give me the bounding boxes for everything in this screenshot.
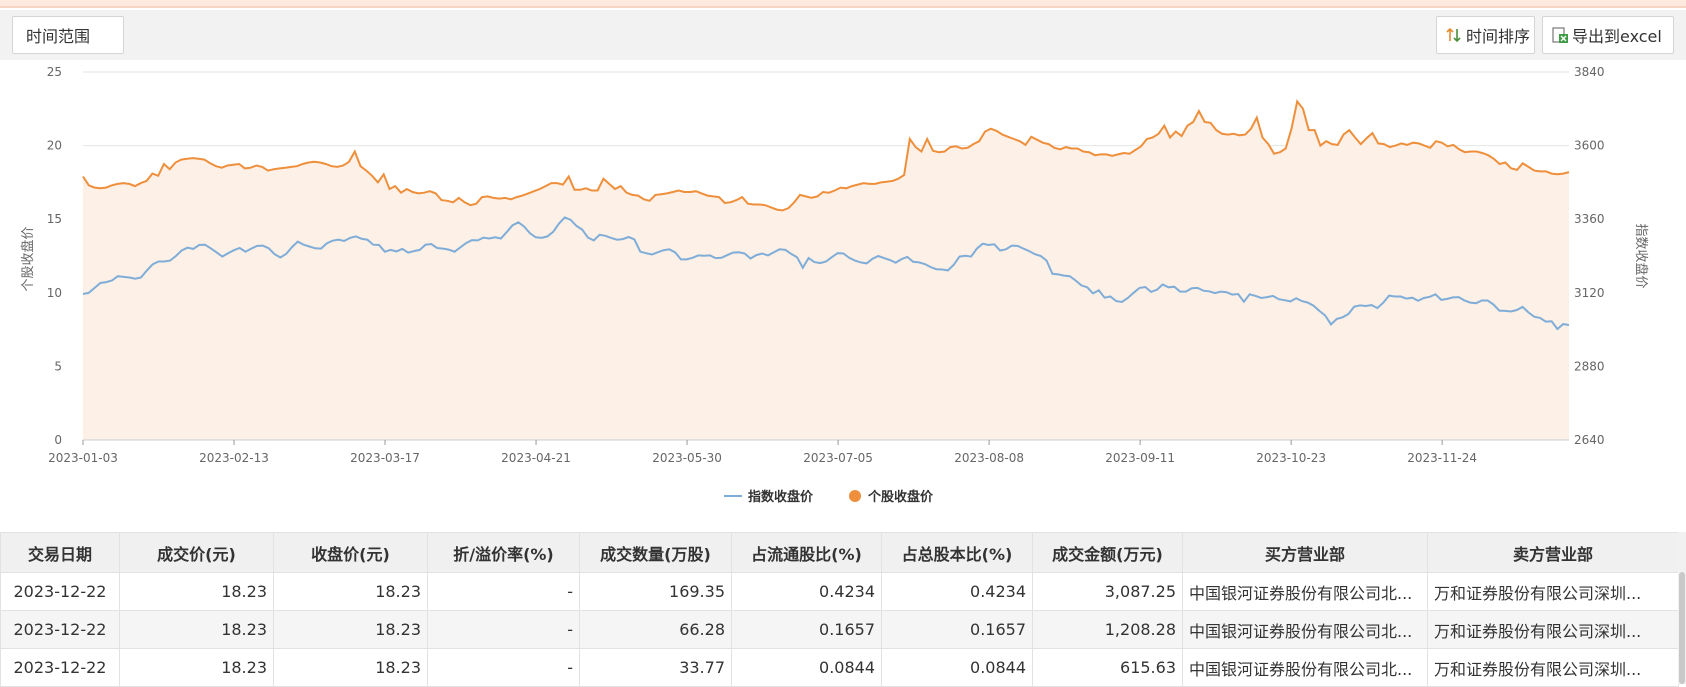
col-header-date[interactable]: 交易日期 (0, 532, 120, 573)
time-sort-button[interactable]: 时间排序 (1436, 16, 1535, 54)
cell-seller: 万和证券股份有限公司深圳... (1427, 610, 1679, 649)
export-excel-button[interactable]: 导出到excel (1542, 16, 1674, 54)
cell-volume: 33.77 (579, 648, 732, 687)
cell-seller: 万和证券股份有限公司深圳... (1427, 572, 1679, 611)
export-excel-label: 导出到excel (1572, 27, 1662, 46)
right-tick-label: 3840 (1574, 65, 1605, 79)
cell-float-ratio: 0.1657 (731, 610, 882, 649)
table-row: 2023-12-22 18.23 18.23 - 66.28 0.1657 0.… (0, 610, 1679, 649)
legend-stock-swatch (849, 490, 861, 502)
stock-close-line (82, 99, 1570, 212)
x-tick-label: 2023-01-03 (48, 451, 118, 465)
cell-close-price: 18.23 (273, 572, 428, 611)
table-header-row: 交易日期 成交价(元) 收盘价(元) 折/溢价率(%) 成交数量(万股) 占流通… (0, 532, 1679, 573)
sort-arrows-icon (1446, 27, 1461, 43)
left-tick-label: 0 (54, 433, 62, 447)
cell-amount: 615.63 (1032, 648, 1183, 687)
right-tick-label: 2640 (1574, 433, 1605, 447)
index-close-line (82, 216, 1570, 331)
table-scrollbar[interactable] (1678, 532, 1686, 684)
cell-float-ratio: 0.0844 (731, 648, 882, 687)
x-tick-label: 2023-02-13 (199, 451, 269, 465)
cell-volume: 66.28 (579, 610, 732, 649)
left-axis-label: 个股收盘价 (20, 226, 36, 291)
left-tick-label: 20 (47, 139, 62, 153)
x-tick-label: 2023-07-05 (803, 451, 873, 465)
legend-stock-label: 个股收盘价 (867, 489, 934, 505)
right-tick-label: 2880 (1574, 359, 1605, 373)
cell-date: 2023-12-22 (0, 610, 120, 649)
x-tick-label: 2023-11-24 (1407, 451, 1477, 465)
cell-date: 2023-12-22 (0, 648, 120, 687)
cell-close-price: 18.23 (273, 610, 428, 649)
cell-trade-price: 18.23 (119, 610, 274, 649)
excel-export-icon (1552, 27, 1568, 43)
cell-total-ratio: 0.4234 (881, 572, 1033, 611)
right-tick-label: 3600 (1574, 139, 1605, 153)
price-chart: 0 5 10 15 20 25 2640 2880 3120 3360 3600 3840 2023-0… (20, 65, 1649, 505)
x-tick-label: 2023-08-08 (954, 451, 1024, 465)
top-accent-strip (0, 0, 1686, 8)
cell-buyer: 中国银河证券股份有限公司北... (1182, 648, 1428, 687)
cell-premium-rate: - (427, 572, 580, 611)
cell-volume: 169.35 (579, 572, 732, 611)
left-tick-label: 10 (47, 286, 62, 300)
col-header-total-ratio[interactable]: 占总股本比(%) (881, 532, 1033, 573)
col-header-float-ratio[interactable]: 占流通股比(%) (731, 532, 882, 573)
stock-price-area (83, 101, 1569, 441)
cell-trade-price: 18.23 (119, 648, 274, 687)
right-axis-label: 指数收盘价 (1633, 223, 1649, 288)
table-scrollbar-thumb[interactable] (1679, 572, 1685, 684)
chart-legend: 指数收盘价 个股收盘价 (724, 489, 934, 505)
time-range-label: 时间范围 (26, 27, 91, 46)
cell-close-price: 18.23 (273, 648, 428, 687)
cell-total-ratio: 0.1657 (881, 610, 1033, 649)
toolbar: 时间范围 时间排序 导出到excel (0, 10, 1686, 60)
cell-seller: 万和证券股份有限公司深圳... (1427, 648, 1679, 687)
cell-buyer: 中国银河证券股份有限公司北... (1182, 610, 1428, 649)
block-trade-table: 交易日期 成交价(元) 收盘价(元) 折/溢价率(%) 成交数量(万股) 占流通… (0, 532, 1679, 687)
x-tick-label: 2023-10-23 (1256, 451, 1326, 465)
x-tick-label: 2023-04-21 (501, 451, 571, 465)
legend-index-label: 指数收盘价 (748, 489, 814, 505)
cell-trade-price: 18.23 (119, 572, 274, 611)
cell-float-ratio: 0.4234 (731, 572, 882, 611)
col-header-premium-rate[interactable]: 折/溢价率(%) (427, 532, 580, 573)
table-row: 2023-12-22 18.23 18.23 - 33.77 0.0844 0.… (0, 648, 1679, 687)
table-row: 2023-12-22 18.23 18.23 - 169.35 0.4234 0… (0, 572, 1679, 611)
col-header-volume[interactable]: 成交数量(万股) (579, 532, 732, 573)
cell-total-ratio: 0.0844 (881, 648, 1033, 687)
cell-amount: 3,087.25 (1032, 572, 1183, 611)
time-sort-label: 时间排序 (1466, 27, 1531, 46)
x-tick-label: 2023-05-30 (652, 451, 722, 465)
left-tick-label: 15 (47, 212, 62, 226)
legend-index[interactable]: 指数收盘价 (724, 489, 814, 505)
cell-premium-rate: - (427, 648, 580, 687)
chart-axes: 0 5 10 15 20 25 2640 2880 3120 3360 3600 3840 2023-0… (47, 65, 1605, 465)
cell-premium-rate: - (427, 610, 580, 649)
left-tick-label: 5 (54, 359, 62, 373)
right-tick-label: 3360 (1574, 212, 1605, 226)
col-header-amount[interactable]: 成交金额(万元) (1032, 532, 1183, 573)
col-header-buyer[interactable]: 买方营业部 (1182, 532, 1428, 573)
col-header-seller[interactable]: 卖方营业部 (1427, 532, 1679, 573)
col-header-trade-price[interactable]: 成交价(元) (119, 532, 274, 573)
right-tick-label: 3120 (1574, 286, 1605, 300)
time-range-button[interactable]: 时间范围 (12, 16, 124, 54)
left-tick-label: 25 (47, 65, 62, 79)
x-tick-label: 2023-03-17 (350, 451, 420, 465)
cell-amount: 1,208.28 (1032, 610, 1183, 649)
legend-stock[interactable]: 个股收盘价 (849, 489, 934, 505)
x-tick-label: 2023-09-11 (1105, 451, 1175, 465)
col-header-close-price[interactable]: 收盘价(元) (273, 532, 428, 573)
cell-buyer: 中国银河证券股份有限公司北... (1182, 572, 1428, 611)
cell-date: 2023-12-22 (0, 572, 120, 611)
